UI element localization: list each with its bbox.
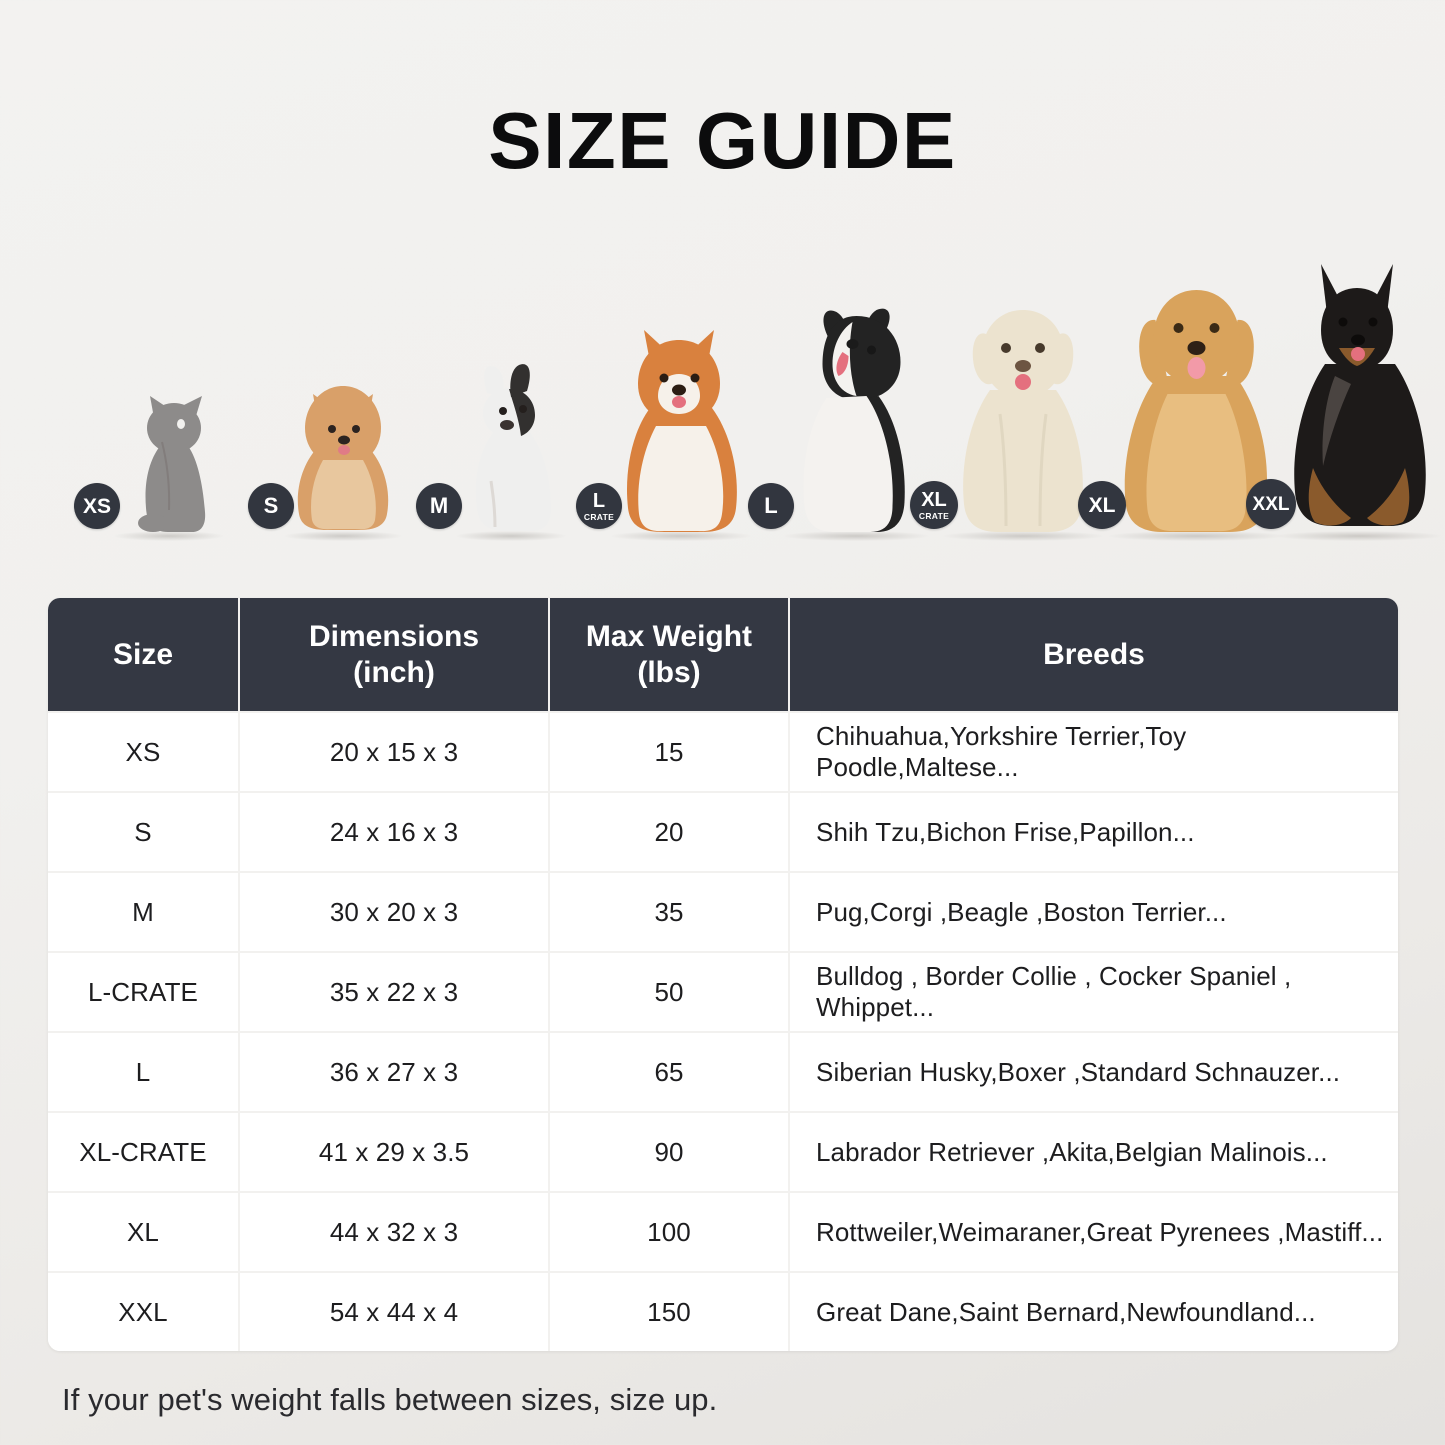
column-header-dimensions-unit: (inch) <box>353 655 435 689</box>
column-header-weight-label: Max Weight <box>585 620 753 654</box>
cell-breeds: Rottweiler,Weimaraner,Great Pyrenees ,Ma… <box>788 1193 1398 1271</box>
table-row: XL-CRATE 41 x 29 x 3.5 90 Labrador Retri… <box>48 1111 1398 1191</box>
column-header-dimensions: Dimensions (inch) <box>238 598 548 711</box>
size-badge-l-crate: L CRATE <box>576 483 622 529</box>
cell-dimensions: 36 x 27 x 3 <box>238 1033 548 1111</box>
border-collie-silhouette <box>778 302 933 534</box>
cell-weight: 15 <box>548 713 788 791</box>
column-header-weight-unit: (lbs) <box>637 655 701 689</box>
animal-slot-l: L <box>748 302 963 547</box>
cell-dimensions: 44 x 32 x 3 <box>238 1193 548 1271</box>
cell-size: XXL <box>118 1296 168 1327</box>
cell-breeds: Great Dane,Saint Bernard,Newfoundland... <box>788 1273 1398 1351</box>
size-badge-xs: XS <box>74 483 120 529</box>
table-row: L-CRATE 35 x 22 x 3 50 Bulldog , Border … <box>48 951 1398 1031</box>
table-header-row: Size Dimensions (inch) Max Weight (lbs) … <box>48 598 1398 711</box>
cell-size: L <box>135 1056 151 1087</box>
cell-weight: 20 <box>548 793 788 871</box>
cell-weight: 100 <box>548 1193 788 1271</box>
pomeranian-silhouette <box>283 374 403 534</box>
cell-weight: 150 <box>548 1273 788 1351</box>
doberman-silhouette <box>1269 260 1445 534</box>
cell-dimensions: 30 x 20 x 3 <box>238 873 548 951</box>
size-badge-m: M <box>416 483 462 529</box>
size-badge-s: S <box>248 483 294 529</box>
footer-note: If your pet's weight falls between sizes… <box>62 1382 718 1417</box>
shiba-inu-silhouette <box>606 322 756 534</box>
size-badge-label: S <box>263 493 279 518</box>
column-header-breeds: Breeds <box>788 598 1398 711</box>
cell-weight: 65 <box>548 1033 788 1111</box>
column-header-dimensions-label: Dimensions <box>308 620 480 654</box>
column-header-size-label: Size <box>112 637 174 671</box>
size-badge-sublabel: CRATE <box>918 510 950 521</box>
cell-size: M <box>132 896 154 927</box>
cat-silhouette <box>110 384 228 534</box>
cell-size: XS <box>125 736 161 767</box>
cell-size: S <box>134 816 152 847</box>
cell-size: XL <box>126 1216 159 1247</box>
cell-breeds: Chihuahua,Yorkshire Terrier,Toy Poodle,M… <box>788 713 1398 791</box>
table-row: XXL 54 x 44 x 4 150 Great Dane,Saint Ber… <box>48 1271 1398 1351</box>
size-badge-label: XXL <box>1252 493 1290 515</box>
cell-dimensions: 35 x 22 x 3 <box>238 953 548 1031</box>
page-title: SIZE GUIDE <box>488 96 957 185</box>
size-badge-label: XS <box>82 494 111 518</box>
table-row: M 30 x 20 x 3 35 Pug,Corgi ,Beagle ,Bost… <box>48 871 1398 951</box>
size-badge-label: L <box>764 493 778 518</box>
table-row: XS 20 x 15 x 3 15 Chihuahua,Yorkshire Te… <box>48 711 1398 791</box>
size-badge-label: XL <box>921 488 947 511</box>
size-badge-sublabel: CRATE <box>583 511 615 522</box>
french-bulldog-silhouette <box>451 359 571 534</box>
column-header-weight: Max Weight (lbs) <box>548 598 788 711</box>
cell-breeds: Bulldog , Border Collie , Cocker Spaniel… <box>788 953 1398 1031</box>
animal-slot-xl-crate: XL CRATE <box>910 297 1135 547</box>
size-badge-l: L <box>748 483 794 529</box>
table-row: XL 44 x 32 x 3 100 Rottweiler,Weimaraner… <box>48 1191 1398 1271</box>
size-badge-xl-crate: XL CRATE <box>910 481 958 529</box>
cell-breeds: Pug,Corgi ,Beagle ,Boston Terrier... <box>788 873 1398 951</box>
labrador-silhouette <box>938 294 1108 534</box>
cell-weight: 35 <box>548 873 788 951</box>
cell-breeds: Labrador Retriever ,Akita,Belgian Malino… <box>788 1113 1398 1191</box>
animal-slot-xs: XS <box>74 382 264 547</box>
cell-weight: 50 <box>548 953 788 1031</box>
column-header-breeds-label: Breeds <box>1043 637 1145 671</box>
cell-size: L-CRATE <box>87 976 198 1007</box>
cell-breeds: Siberian Husky,Boxer ,Standard Schnauzer… <box>788 1033 1398 1111</box>
golden-retriever-silhouette <box>1103 276 1288 534</box>
animal-slot-xl: XL <box>1078 279 1313 547</box>
cell-dimensions: 54 x 44 x 4 <box>238 1273 548 1351</box>
animal-lineup: XS <box>48 262 1441 547</box>
cell-dimensions: 24 x 16 x 3 <box>238 793 548 871</box>
table-row: S 24 x 16 x 3 20 Shih Tzu,Bichon Frise,P… <box>48 791 1398 871</box>
animal-slot-m: M <box>416 357 606 547</box>
animal-slot-s: S <box>248 372 438 547</box>
cell-size: XL-CRATE <box>79 1136 207 1167</box>
cell-dimensions: 41 x 29 x 3.5 <box>238 1113 548 1191</box>
cell-dimensions: 20 x 15 x 3 <box>238 713 548 791</box>
size-badge-xl: XL <box>1078 481 1126 529</box>
size-badge-xxl: XXL <box>1246 479 1296 529</box>
size-badge-label: L <box>592 489 606 512</box>
column-header-size: Size <box>48 598 238 711</box>
animal-slot-xxl: XXL <box>1246 262 1445 547</box>
animal-slot-l-crate: L CRATE <box>576 322 786 547</box>
table-row: L 36 x 27 x 3 65 Siberian Husky,Boxer ,S… <box>48 1031 1398 1111</box>
cell-breeds: Shih Tzu,Bichon Frise,Papillon... <box>788 793 1398 871</box>
size-badge-label: XL <box>1088 493 1116 517</box>
size-table: Size Dimensions (inch) Max Weight (lbs) … <box>48 598 1398 1351</box>
cell-weight: 90 <box>548 1113 788 1191</box>
size-badge-label: M <box>429 493 449 518</box>
